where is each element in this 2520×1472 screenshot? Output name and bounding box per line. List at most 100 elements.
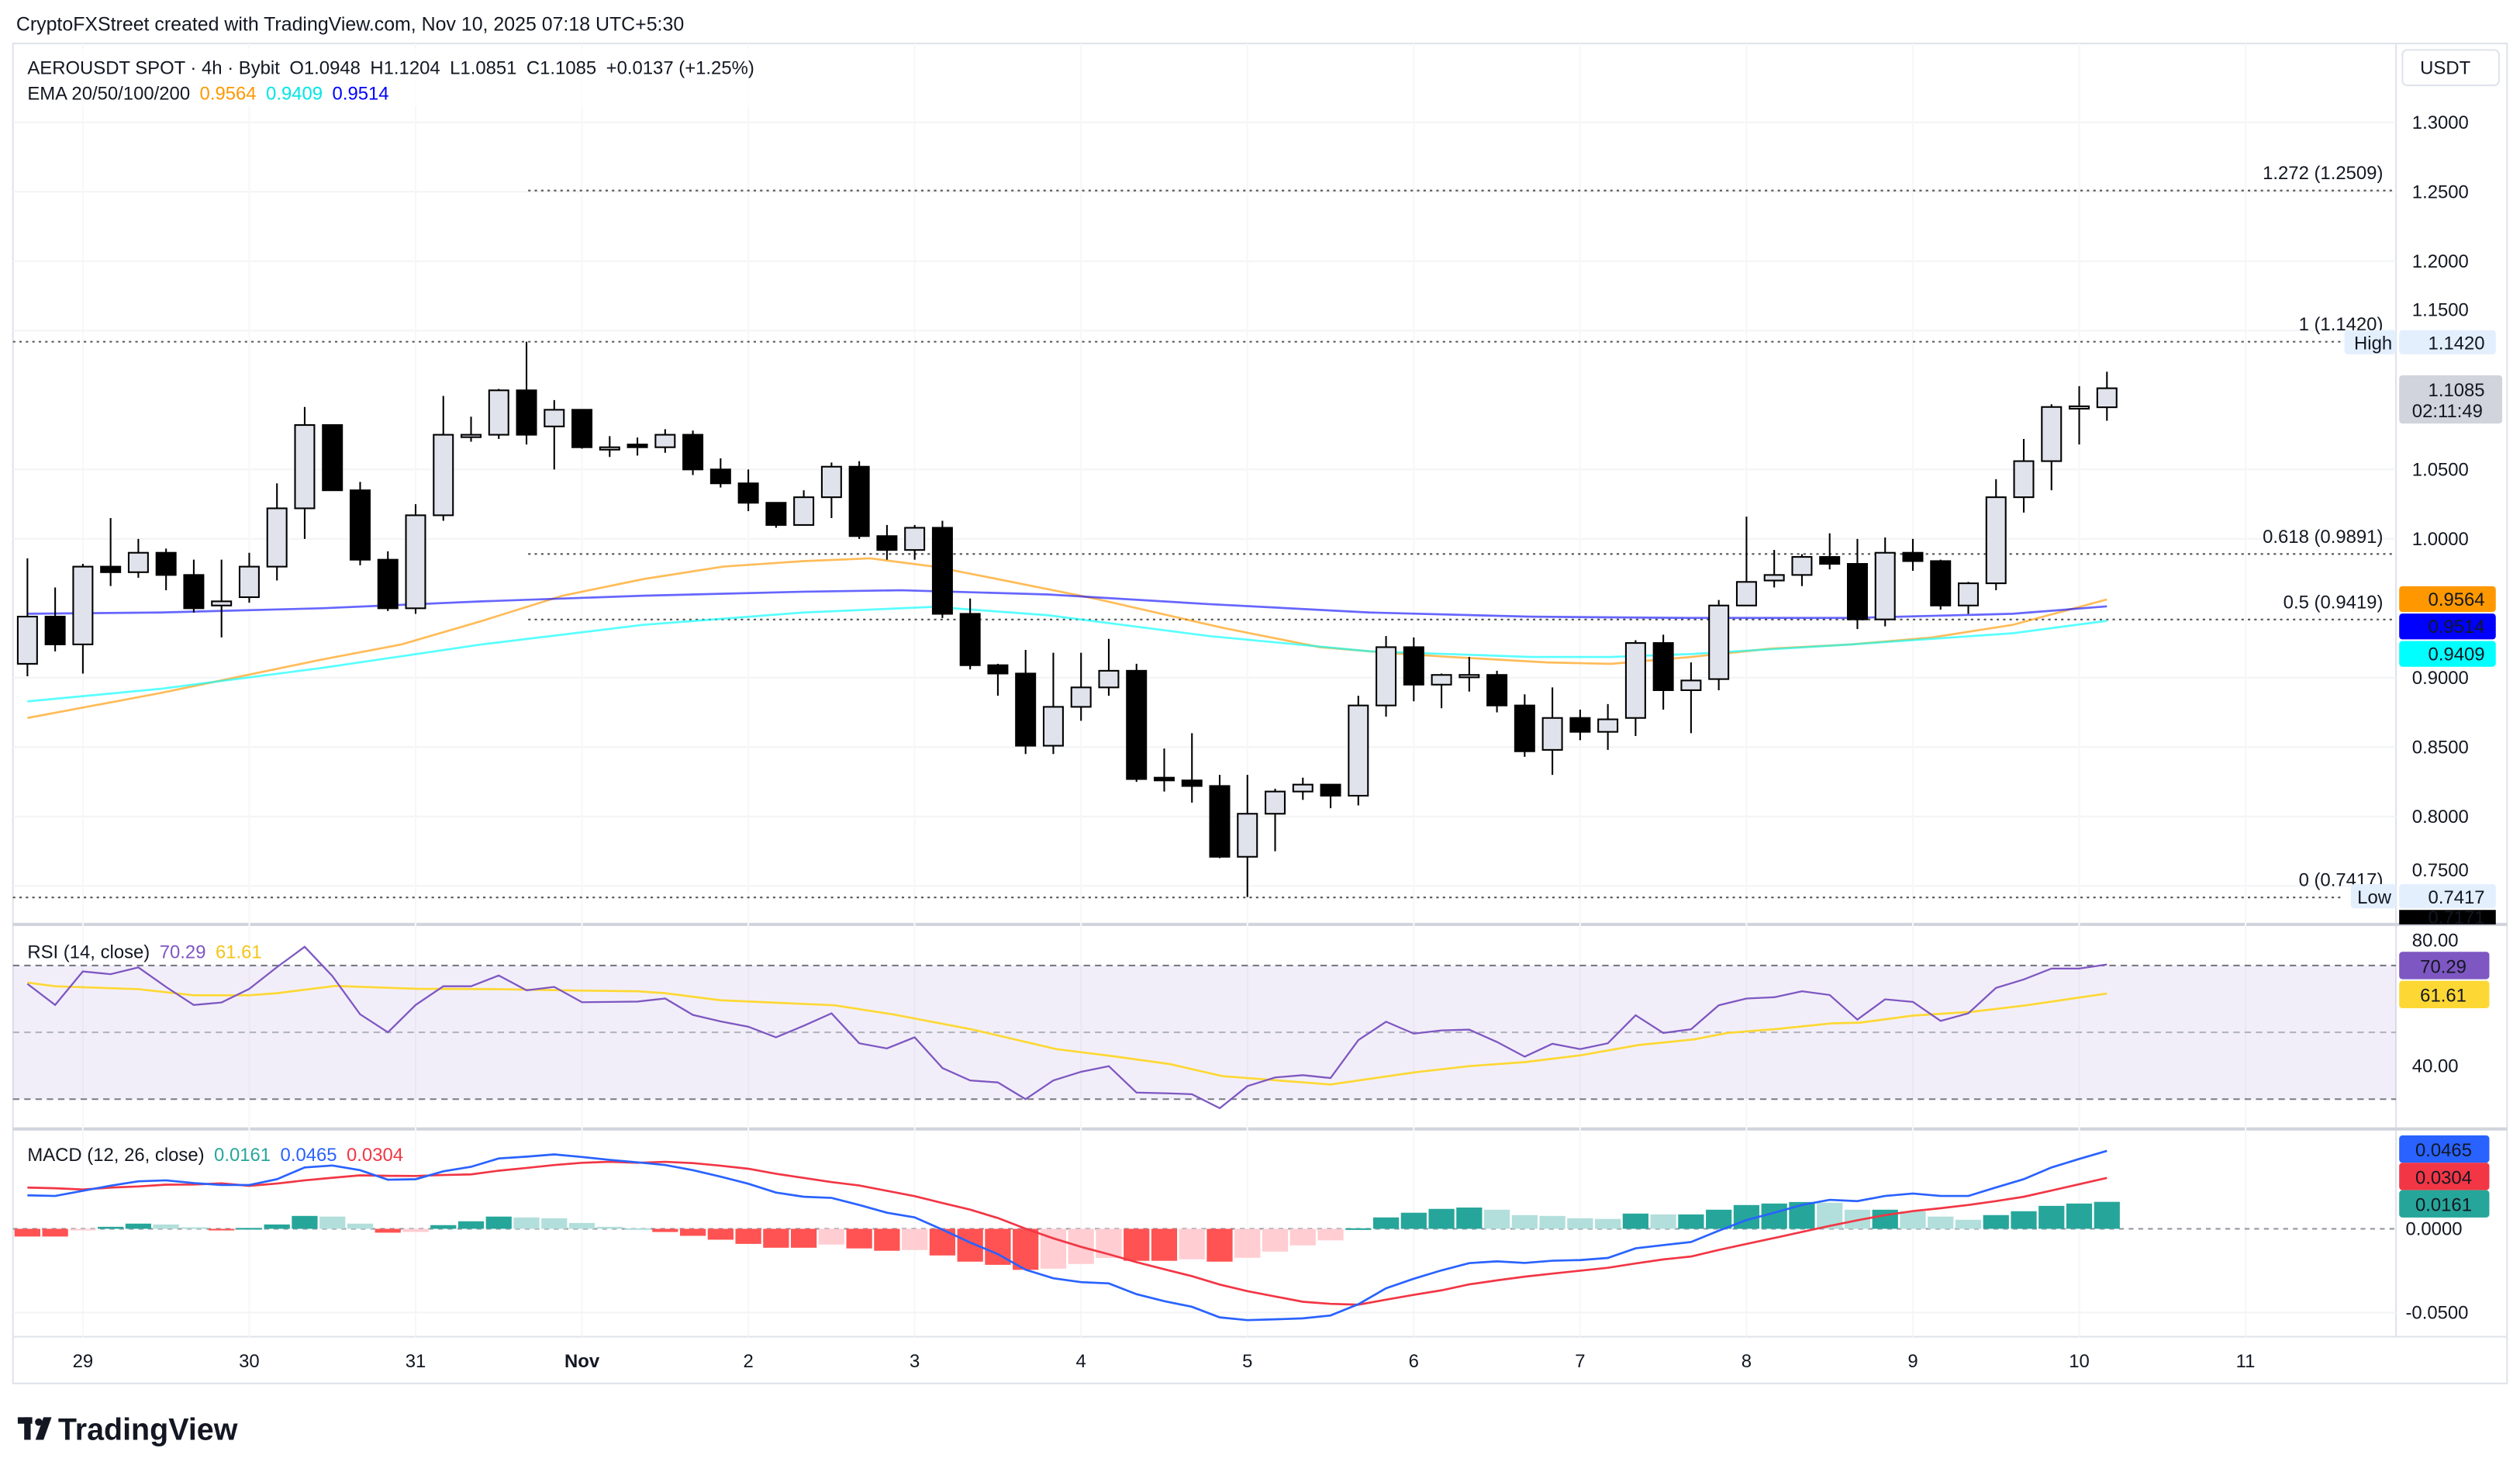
macd-histogram-bar [1151,1228,1178,1261]
candle-body [1902,551,1924,562]
macd-histogram-bar [1456,1208,1483,1229]
macd-histogram-bar [1872,1209,1898,1229]
currency-button[interactable]: USDT [2401,49,2500,87]
macd-histogram-bar [153,1224,179,1229]
macd-histogram-bar [292,1215,318,1229]
candle-body [488,389,509,436]
candle-body [1348,704,1369,797]
macd-histogram-bar [846,1228,872,1249]
bullish-candle [1070,652,1092,721]
time-tick-label: 2 [743,1351,753,1372]
macd-histogram-bar [2011,1211,2037,1229]
macd-histogram-bar [347,1223,374,1229]
candle-body [737,482,759,504]
candle-body [1735,581,1757,606]
macd-histogram-bar [70,1228,96,1231]
fibonacci-levels[interactable]: 1.272 (1.2509)1 (1.1420)0.618 (0.9891)0.… [12,163,2397,899]
bullish-candle [904,524,926,560]
time-tick-label: 31 [406,1351,426,1372]
rsi-ma-value-marker: 61.61 [2420,986,2466,1007]
candle-body [1042,706,1064,747]
macd-histogram-bar [1428,1208,1455,1229]
macd-histogram-bar [42,1228,68,1237]
rsi-tick-label: 40.00 [2412,1056,2459,1076]
last-price-value: 1.1085 [2429,380,2485,401]
candle-body [1846,563,1868,620]
bullish-candle [1597,703,1619,750]
bearish-candle [737,469,759,512]
time-tick-label: 7 [1575,1351,1585,1372]
candle-body [1486,674,1508,707]
bearish-candle [1486,670,1508,713]
main-legend[interactable]: AEROUSDT SPOT · 4h · Bybit O1.0948 H1.1204… [16,48,822,107]
candle-body [1569,717,1591,733]
candle-body [1431,674,1452,686]
price-tick-label: 1.1500 [2412,300,2469,321]
macd-line-legend-value: 0.0465 [281,1145,337,1166]
macd-histogram-bar [1928,1216,1954,1229]
candle-body [238,565,260,599]
bullish-candle [1624,640,1646,737]
fib-level-label: 0.618 (0.9891) [2263,527,2383,548]
price-tick-label: 0.8000 [2412,807,2469,828]
macd-histogram-bar [181,1227,207,1229]
macd-histogram-bar [1955,1219,1982,1229]
macd-legend[interactable]: MACD (12, 26, close) 0.0161 0.0465 0.0304 [27,1145,403,1166]
rsi-line [26,945,2107,1110]
low-marker-value: 0.7417 [2429,887,2485,908]
candle-body [793,496,815,526]
bullish-candle [294,406,316,539]
bullish-candle [488,389,509,439]
bullish-candle [599,436,620,458]
candle-body [1874,551,1896,620]
candle-body [211,600,233,606]
macd-histogram-bar [1595,1218,1621,1229]
macd-histogram-bar [236,1228,263,1230]
macd-histogram-bar [457,1221,485,1229]
macd-histogram-bar [209,1228,235,1231]
price-axis[interactable]: 1.3000 1.2500 1.2000 1.1500 1.0500 1.0000 0.90… [2412,112,2469,881]
rsi-legend[interactable]: RSI (14, close) 70.29 61.61 [27,942,261,963]
legend-high: H1.1204 [370,58,440,79]
macd-histogram-bar [1678,1214,1704,1229]
macd-histogram-bar [763,1228,789,1248]
candle-body [155,551,177,576]
ema-value-cyan: 0.9409 [266,84,323,105]
bullish-candle [238,552,260,603]
candle-body [2013,460,2035,499]
candle-body [183,574,205,610]
candle-body [516,389,537,436]
hist-value-marker: 0.0161 [2415,1195,2472,1216]
rsi-value-marker: 70.29 [2420,956,2466,977]
currency-label: USDT [2420,58,2470,79]
bearish-candle [1846,538,1868,630]
bearish-candle [183,559,205,613]
bullish-candle [1098,638,1120,696]
macd-histogram-bar [1539,1215,1566,1229]
bullish-candle [2041,404,2063,491]
bearish-candle [709,458,731,488]
time-axis[interactable]: 29 30 31 Nov 2 3 4 5 6 7 8 9 10 11 [73,1351,2256,1372]
candle-body [1237,813,1258,858]
macd-histogram-bar [1567,1218,1593,1229]
price-tick-label: 1.0000 [2412,529,2469,550]
bearish-candle [1153,748,1175,792]
candle-body [682,434,704,471]
candle-body [1514,704,1535,752]
tradingview-logo[interactable]: TradingView [17,1412,238,1446]
bullish-candle [2013,438,2035,513]
rsi-band-fill [12,965,2397,1100]
candle-body [987,664,1009,675]
macd-histogram-bar [791,1228,817,1248]
candle-body [1181,779,1203,787]
macd-histogram-bar [1622,1213,1648,1229]
candle-body [765,502,787,526]
bearish-candle [100,517,122,586]
fib-level-label: 0.5 (0.9419) [2284,592,2384,613]
bullish-candle [405,504,426,614]
bearish-candle [1320,783,1341,809]
candle-body [2069,405,2090,410]
